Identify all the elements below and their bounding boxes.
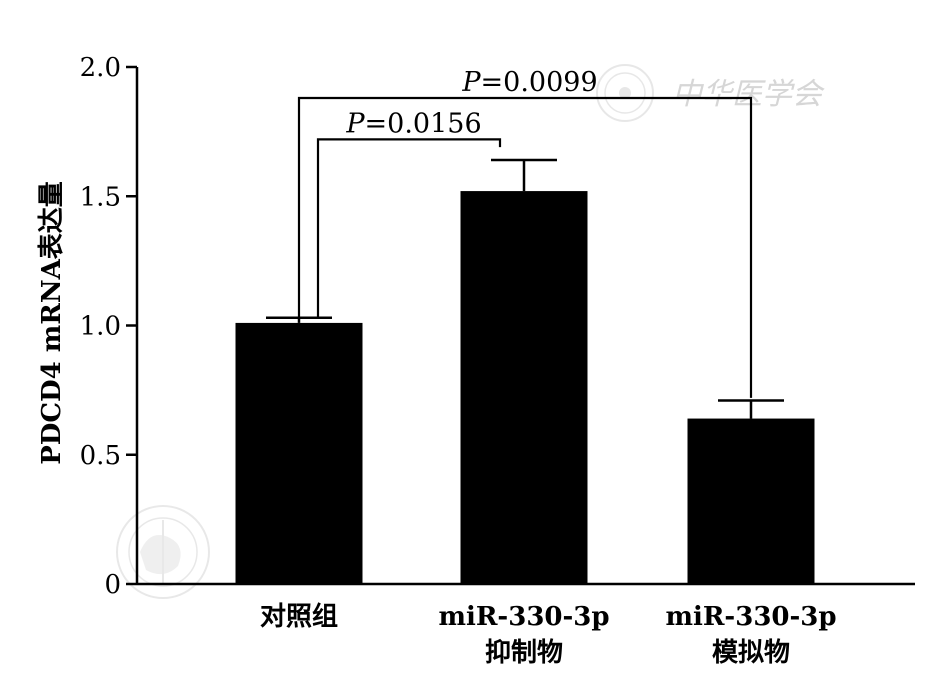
x-tick-label: 抑制物: [485, 638, 563, 668]
y-tick-label: 2.0: [80, 53, 121, 83]
watermark-seal-bottom: [116, 505, 210, 599]
x-tick-label: 对照组: [260, 601, 338, 632]
y-axis-label: PDCD4 mRNA表达量: [37, 181, 67, 465]
x-tick-label: miR-330-3p: [665, 602, 836, 632]
y-tick-label: 0.5: [80, 441, 121, 471]
watermark-text: 中华医学会: [672, 77, 825, 112]
bar: [235, 322, 363, 584]
y-tick-label: 0: [104, 570, 121, 600]
watermark: 中华医学会: [116, 64, 825, 599]
x-tick-label: miR-330-3p: [438, 602, 609, 632]
significance-bracket: [297, 96, 753, 398]
significance-annotations: P=0.0156 P=0.0099: [297, 67, 753, 398]
error-bars: [266, 158, 784, 419]
y-tick-label: 1.5: [80, 182, 121, 212]
y-tick-label: 1.0: [80, 312, 121, 342]
p-value-label: P=0.0099: [461, 67, 597, 98]
bar: [460, 191, 588, 584]
watermark-seal-top: [596, 64, 654, 122]
bar: [687, 418, 815, 584]
bars: [235, 191, 815, 584]
p-value-label: P=0.0156: [345, 108, 481, 139]
x-tick-label: 模拟物: [712, 638, 790, 668]
significance-bracket: [316, 138, 502, 318]
